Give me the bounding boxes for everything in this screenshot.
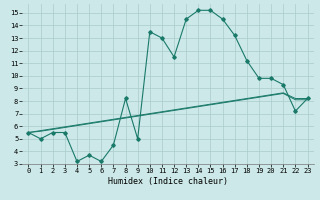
- X-axis label: Humidex (Indice chaleur): Humidex (Indice chaleur): [108, 177, 228, 186]
